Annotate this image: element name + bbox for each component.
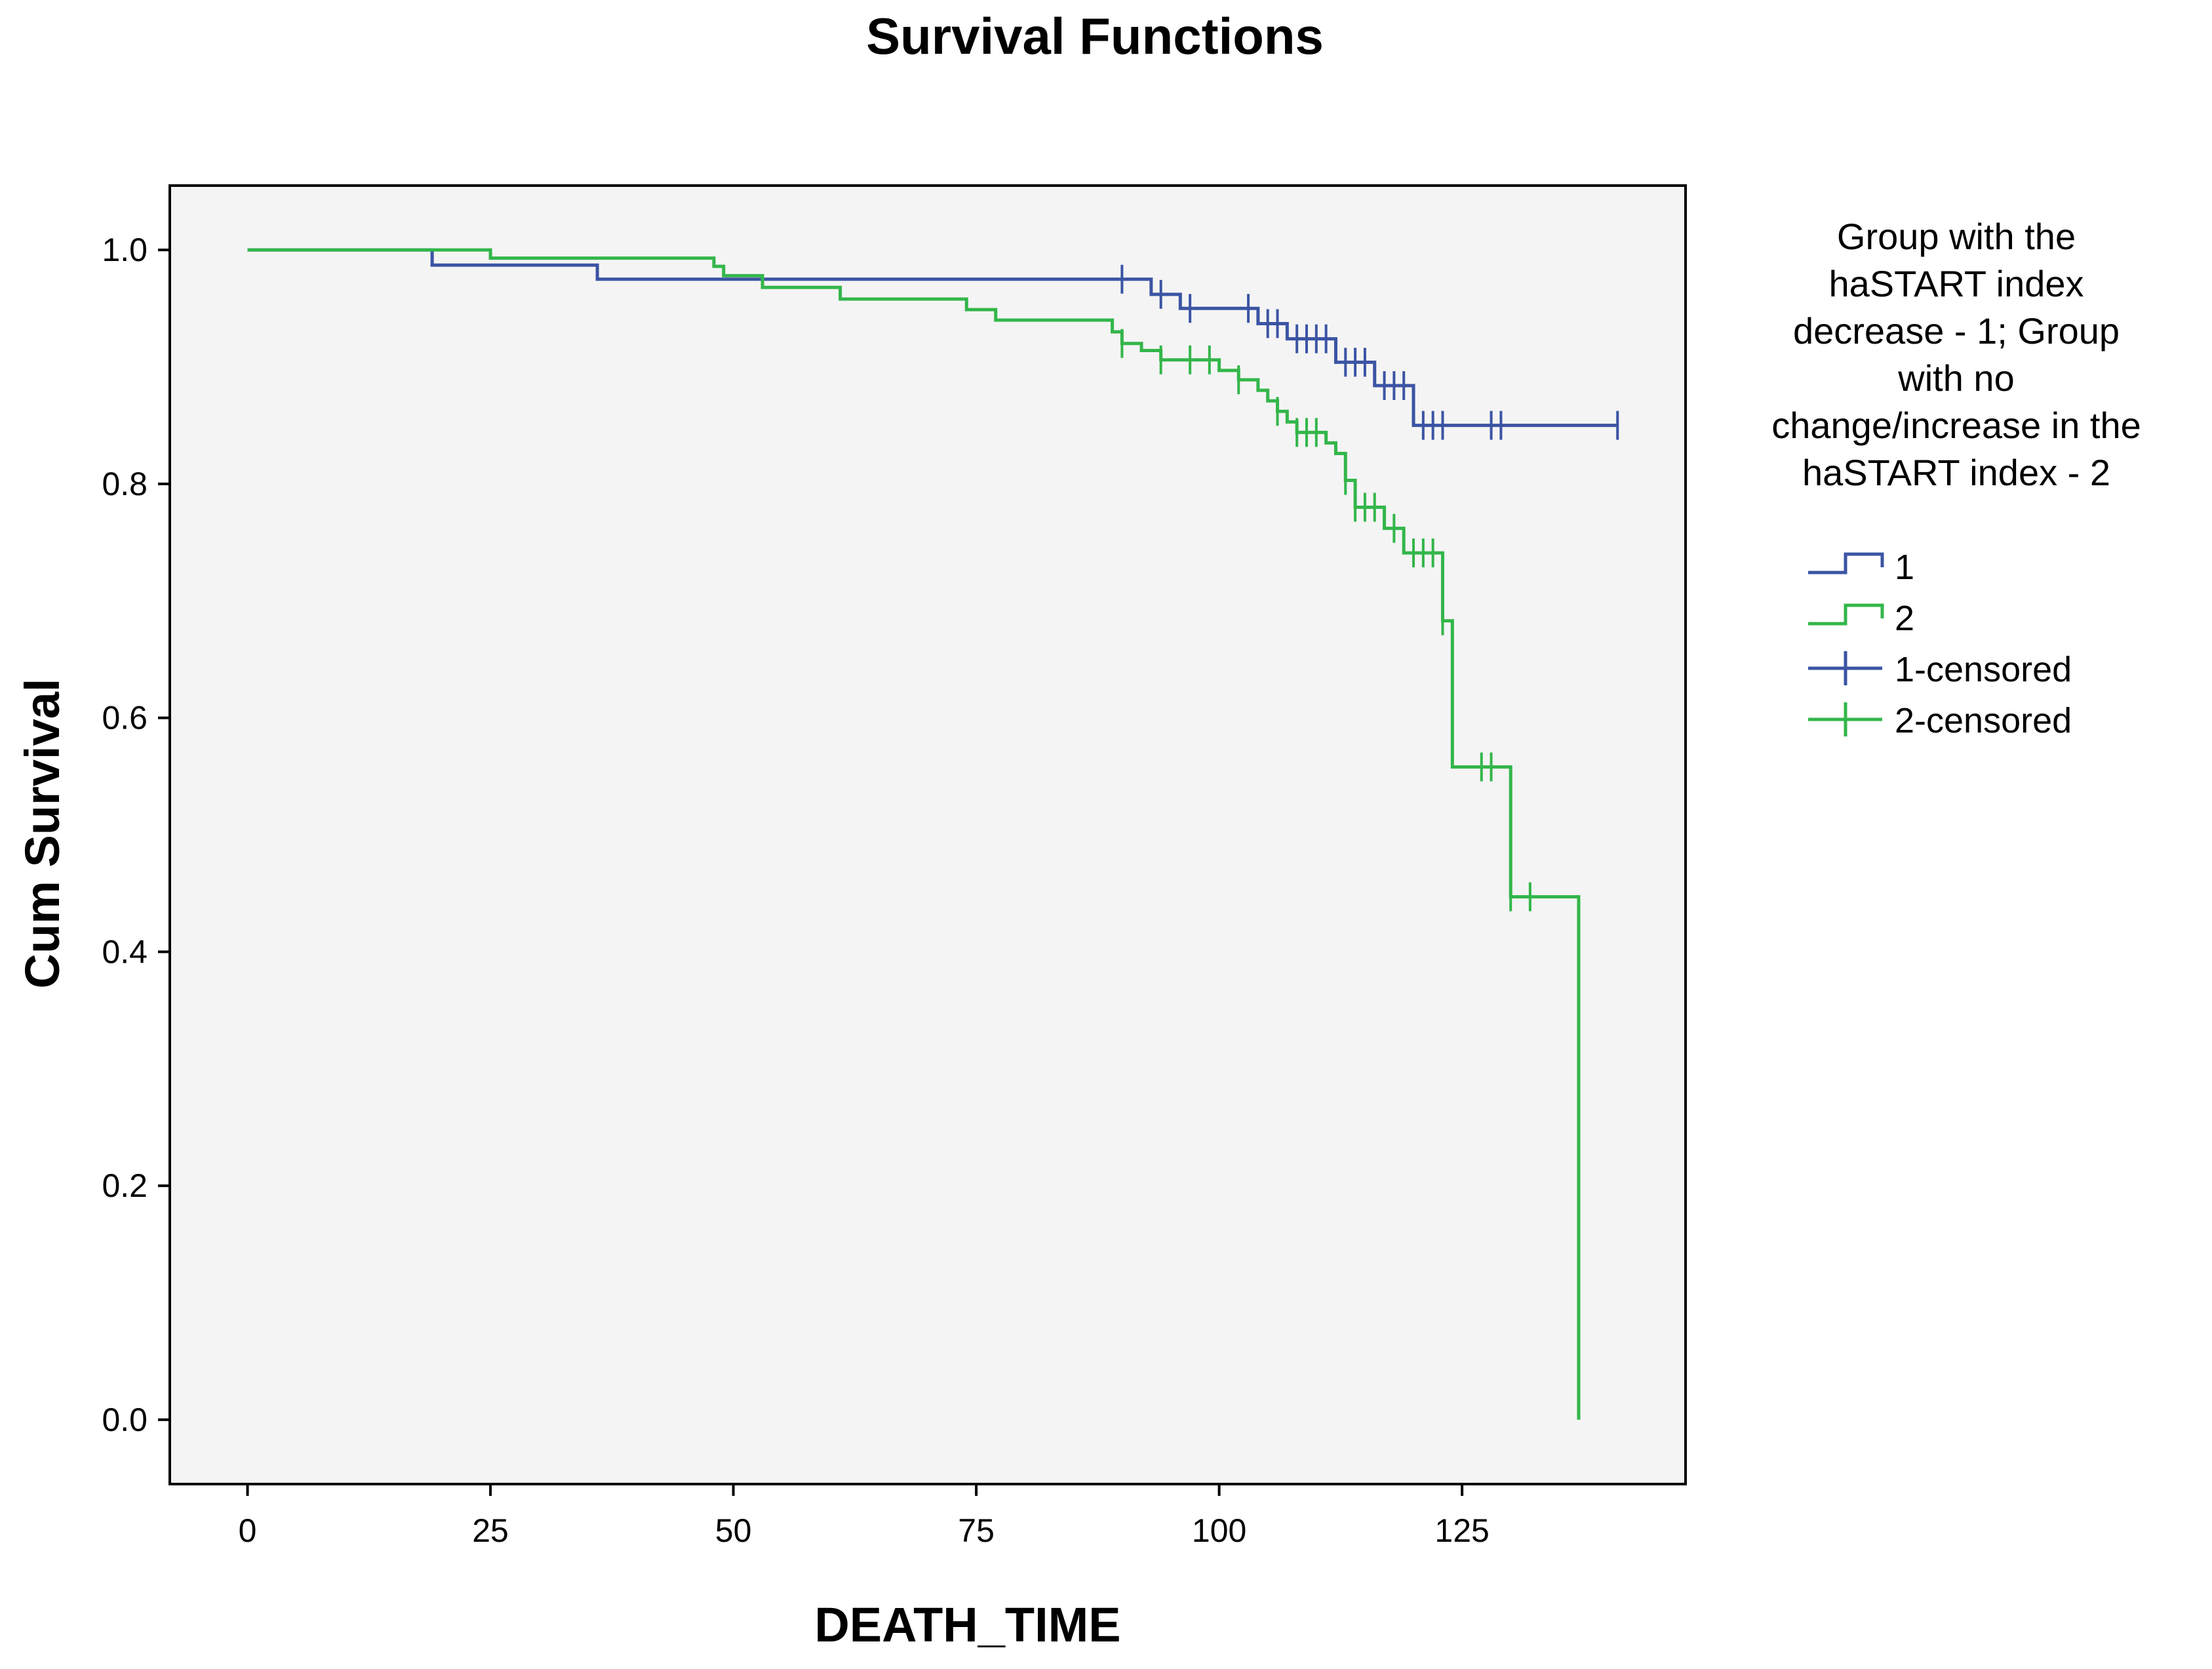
x-axis: 0 25 50 75 100 125	[239, 1484, 1490, 1549]
legend-title-line: decrease - 1; Group	[1793, 310, 2120, 352]
y-tick-label: 0.2	[102, 1167, 148, 1204]
legend: Group with the haSTART index decrease - 1;…	[1771, 216, 2141, 740]
x-tick-label: 25	[472, 1512, 509, 1549]
plot-area	[168, 184, 1687, 1485]
legend-line-swatch	[1808, 552, 1884, 574]
x-axis-title: DEATH_TIME	[814, 1598, 1120, 1652]
x-tick-label: 0	[239, 1512, 257, 1549]
legend-title-line: haSTART index	[1828, 263, 2084, 304]
legend-title-line: Group with the	[1837, 216, 2076, 257]
chart-title: Survival Functions	[866, 7, 1324, 65]
legend-label: 2	[1895, 599, 1914, 638]
y-tick-label: 0.0	[102, 1401, 148, 1438]
x-tick-label: 75	[958, 1512, 995, 1549]
legend-label: 2-censored	[1895, 701, 2072, 740]
legend-label: 1	[1895, 548, 1914, 587]
series-layer	[247, 248, 1619, 1420]
y-axis: 0.0 0.2 0.4 0.6 0.8 1.0	[102, 231, 170, 1438]
legend-title-line: haSTART index - 2	[1802, 452, 2110, 493]
x-tick-label: 100	[1192, 1512, 1246, 1549]
x-tick-label: 50	[715, 1512, 752, 1549]
series-2-line	[247, 248, 1581, 1420]
legend-title-line: with no	[1897, 357, 2014, 399]
y-tick-label: 0.6	[102, 700, 148, 736]
legend-title-line: change/increase in the	[1771, 405, 2141, 446]
legend-label: 1-censored	[1895, 650, 2072, 689]
legend-line-swatch	[1808, 603, 1884, 626]
x-tick-label: 125	[1434, 1512, 1489, 1549]
y-tick-label: 0.8	[102, 466, 148, 502]
series-1-line	[247, 248, 1618, 428]
y-axis-title: Cum Survival	[15, 679, 69, 989]
y-tick-label: 0.4	[102, 933, 148, 970]
y-tick-label: 1.0	[102, 231, 148, 268]
